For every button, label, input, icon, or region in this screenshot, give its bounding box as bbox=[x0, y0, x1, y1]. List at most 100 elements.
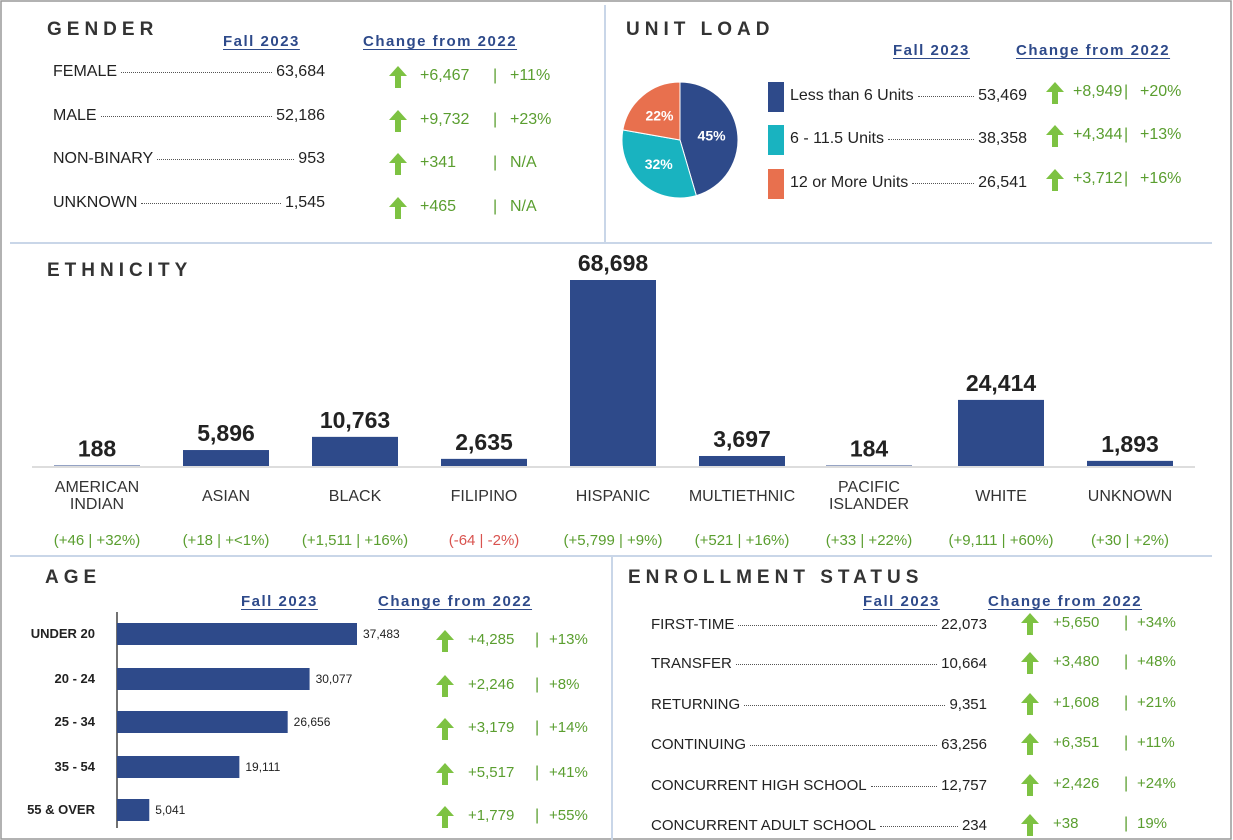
section-title: UNIT LOAD bbox=[626, 19, 775, 40]
column-header: Change from 2022 bbox=[363, 33, 518, 50]
leader bbox=[141, 203, 281, 204]
up-arrow bbox=[389, 153, 407, 175]
row-value: 53,469 bbox=[978, 87, 1027, 104]
up-arrow bbox=[1021, 814, 1039, 836]
section-title: ENROLLMENT STATUS bbox=[628, 567, 924, 588]
category-label: WHITE bbox=[975, 487, 1027, 505]
separator: | bbox=[535, 764, 540, 781]
change: +6,351 bbox=[1053, 734, 1100, 751]
leader bbox=[912, 183, 975, 184]
column-header: Change from 2022 bbox=[378, 593, 533, 610]
category-label: UNKNOWN bbox=[1087, 487, 1173, 505]
bar bbox=[117, 711, 288, 733]
change: (+5,799 | +9%) bbox=[563, 532, 663, 549]
leader bbox=[870, 786, 938, 787]
row: CONCURRENT HIGH SCHOOL 12,757 bbox=[651, 777, 987, 794]
change: (+521 | +16%) bbox=[694, 532, 790, 549]
separator: | bbox=[1124, 83, 1129, 100]
change: +5,650 bbox=[1053, 614, 1100, 631]
column-header: Fall 2023 bbox=[863, 593, 940, 610]
change: (-64 | -2%) bbox=[448, 532, 520, 549]
change: (+9,111 | +60%) bbox=[948, 532, 1054, 549]
pie-label: 32% bbox=[645, 156, 674, 172]
leader bbox=[917, 96, 975, 97]
bar-value: 2,635 bbox=[455, 429, 513, 455]
change-pct: N/A bbox=[510, 198, 537, 215]
bar bbox=[117, 668, 310, 690]
up-arrow bbox=[436, 718, 454, 740]
up-arrow bbox=[436, 675, 454, 697]
change: +3,712 bbox=[1073, 170, 1123, 187]
change-pct: +21% bbox=[1137, 694, 1176, 711]
row-label: CONTINUING bbox=[651, 736, 746, 753]
row-label: CONCURRENT ADULT SCHOOL bbox=[651, 817, 877, 834]
change: +3,480 bbox=[1053, 653, 1100, 670]
category-label: UNDER 20 bbox=[30, 626, 95, 641]
category-label: PACIFIC ISLANDER bbox=[828, 479, 910, 513]
change: +2,426 bbox=[1053, 775, 1100, 792]
category-label: BLACK bbox=[328, 487, 382, 505]
row-value: 63,684 bbox=[276, 63, 325, 80]
row-value: 953 bbox=[298, 150, 325, 167]
up-arrow bbox=[1021, 733, 1039, 755]
separator: | bbox=[535, 676, 540, 693]
bar bbox=[1087, 460, 1173, 466]
change-pct: +16% bbox=[1140, 170, 1182, 187]
row: FEMALE 63,684 bbox=[53, 63, 325, 81]
leader bbox=[744, 705, 946, 706]
up-arrow bbox=[1021, 774, 1039, 796]
bar bbox=[54, 465, 140, 466]
separator: | bbox=[1124, 775, 1129, 792]
change: +5,517 bbox=[468, 764, 515, 781]
column-header: Fall 2023 bbox=[893, 42, 970, 59]
leader bbox=[880, 826, 958, 827]
change-pct: +48% bbox=[1137, 653, 1176, 670]
leader bbox=[100, 116, 273, 117]
row: RETURNING 9,351 bbox=[651, 696, 987, 713]
row-label: CONCURRENT HIGH SCHOOL bbox=[651, 777, 867, 794]
pie-label: 45% bbox=[698, 127, 727, 143]
change: +4,285 bbox=[468, 631, 515, 648]
row-value: 63,256 bbox=[941, 736, 987, 753]
row-value: 1,545 bbox=[284, 194, 325, 211]
row-label: 12 or More Units bbox=[790, 174, 909, 191]
change-pct: +24% bbox=[1137, 775, 1176, 792]
section-title: ETHNICITY bbox=[47, 260, 193, 281]
row-label: 6 - 11.5 Units bbox=[790, 130, 884, 147]
row-value: 26,541 bbox=[978, 174, 1027, 191]
change: +1,608 bbox=[1053, 694, 1100, 711]
change: +9,732 bbox=[420, 111, 470, 128]
bar bbox=[570, 280, 656, 466]
bar bbox=[699, 455, 785, 466]
change-pct: +20% bbox=[1140, 83, 1182, 100]
row: CONCURRENT ADULT SCHOOL 234 bbox=[651, 817, 987, 834]
change-pct: +13% bbox=[549, 631, 588, 648]
row: Less than 6 Units 53,469 bbox=[790, 87, 1027, 105]
up-arrow bbox=[436, 763, 454, 785]
category-label: HISPANIC bbox=[575, 487, 651, 505]
change-pct: +41% bbox=[549, 764, 588, 781]
legend-swatch bbox=[768, 82, 784, 112]
up-arrow bbox=[1021, 652, 1039, 674]
row: MALE 52,186 bbox=[53, 107, 325, 125]
leader bbox=[750, 745, 938, 746]
up-arrow bbox=[1046, 82, 1064, 104]
bar-value: 37,483 bbox=[363, 627, 400, 641]
separator: | bbox=[535, 807, 540, 824]
leader bbox=[121, 72, 273, 73]
row-value: 10,664 bbox=[941, 655, 987, 672]
section-title: AGE bbox=[45, 567, 102, 588]
row-label: FIRST-TIME bbox=[651, 616, 735, 633]
change: +3,179 bbox=[468, 719, 515, 736]
change: +38 bbox=[1053, 815, 1079, 832]
leader bbox=[887, 139, 975, 140]
up-arrow bbox=[1046, 169, 1064, 191]
separator: | bbox=[1124, 170, 1129, 187]
row: CONTINUING 63,256 bbox=[651, 736, 987, 753]
separator: | bbox=[535, 631, 540, 648]
category-label: MULTIETHNIC bbox=[688, 487, 796, 505]
separator: | bbox=[1124, 694, 1129, 711]
row-value: 234 bbox=[961, 817, 987, 834]
